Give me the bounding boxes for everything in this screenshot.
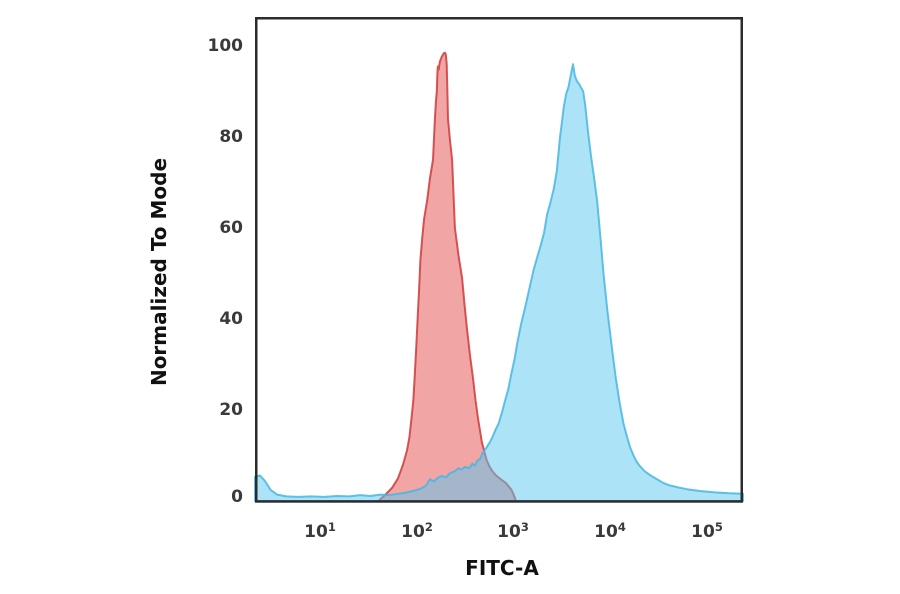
blue-histogram-curve: [254, 63, 744, 502]
y-tick-label: 40: [219, 309, 243, 329]
plot-svg: [254, 17, 744, 503]
y-tick-label: 0: [231, 487, 243, 507]
y-tick-label: 100: [207, 36, 244, 56]
plot-frame: [255, 17, 743, 503]
x-axis-label: FITC-A: [465, 556, 539, 580]
y-axis-label: Normalized To Mode: [147, 157, 171, 387]
x-tick-label: 103: [497, 520, 529, 542]
x-tick-label: 101: [304, 520, 336, 542]
y-tick-label: 60: [219, 218, 243, 238]
y-tick-label: 20: [219, 400, 243, 420]
plot-area: [254, 17, 744, 503]
x-tick-label: 102: [401, 520, 433, 542]
x-tick-label: 104: [594, 520, 626, 542]
x-tick-label: 105: [691, 520, 723, 542]
y-tick-label: 80: [219, 127, 243, 147]
